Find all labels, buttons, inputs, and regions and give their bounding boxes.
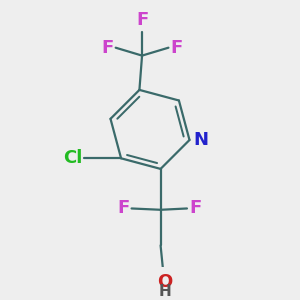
Text: F: F bbox=[101, 39, 114, 57]
Text: F: F bbox=[136, 11, 148, 29]
Text: O: O bbox=[157, 273, 172, 291]
Text: F: F bbox=[117, 200, 130, 217]
Text: F: F bbox=[189, 200, 201, 217]
Text: Cl: Cl bbox=[63, 149, 82, 167]
Text: F: F bbox=[170, 39, 183, 57]
Text: H: H bbox=[158, 284, 171, 299]
Text: N: N bbox=[194, 131, 208, 149]
